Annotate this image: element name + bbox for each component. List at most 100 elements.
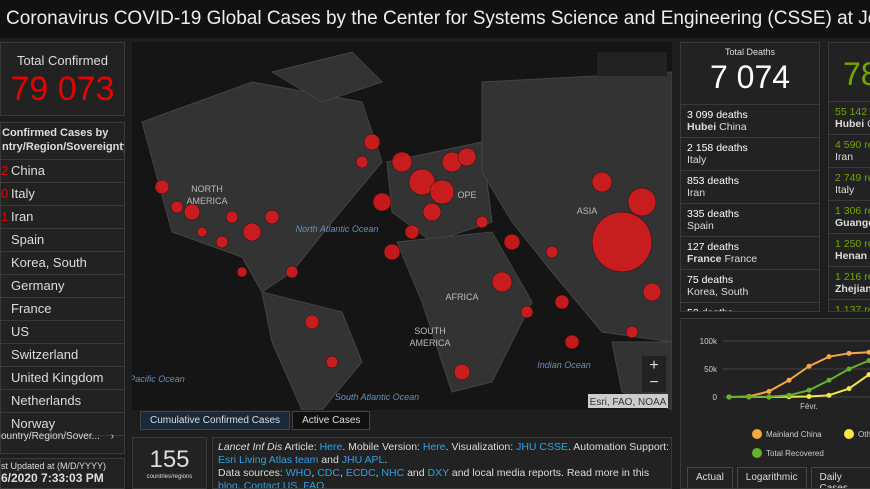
link[interactable]: JHU APL: [341, 454, 385, 466]
link[interactable]: NHC: [381, 467, 405, 479]
case-circle: [457, 147, 477, 167]
land: [141, 51, 672, 410]
location: Iran: [835, 151, 870, 163]
link[interactable]: CDC: [317, 467, 340, 479]
count: 335 deaths: [687, 208, 739, 220]
country-row[interactable]: United Kingdom: [1, 367, 124, 390]
country-row[interactable]: Netherlands: [1, 390, 124, 413]
list-subtitle: ntry/Region/Sovereignty: [1, 139, 124, 160]
row: 3 099 deaths Hubei China: [681, 105, 819, 138]
point: [846, 386, 852, 392]
count: 1: [1, 209, 9, 224]
map-labels: NORTH AMERICA North Atlantic Ocean OPE ASIA A…: [132, 184, 597, 402]
location-rest: Italy: [835, 184, 855, 196]
row: 1 250 reHenanC: [829, 234, 870, 267]
arrow[interactable]: ›: [110, 431, 115, 442]
zoom-out[interactable]: −: [649, 374, 658, 391]
country-row[interactable]: 0 Italy: [1, 183, 124, 206]
link[interactable]: Contact US: [243, 480, 298, 489]
country-row[interactable]: Switzerland: [1, 344, 124, 367]
count: 2 158 deaths: [687, 142, 748, 154]
legend-swatch: [752, 429, 762, 439]
case-circle: [554, 294, 570, 310]
point: [726, 394, 732, 400]
zoom-in[interactable]: +: [649, 357, 658, 374]
legend-label: Mainland China: [766, 430, 822, 439]
list-footer[interactable]: ountry/Region/Sover... ›: [1, 431, 114, 442]
map-tab[interactable]: Cumulative Confirmed Cases: [140, 411, 291, 430]
row: 1 137 reKorea, S: [829, 300, 870, 311]
location-bold: Zhejiang: [835, 283, 870, 295]
map-tab[interactable]: Active Cases: [292, 411, 371, 430]
last-updated: st Updated at (M/D/YYYY) 6/2020 7:33:03 …: [0, 458, 125, 489]
link[interactable]: Here: [422, 441, 446, 453]
country: France: [11, 301, 52, 316]
country-row[interactable]: Korea, South: [1, 252, 124, 275]
map[interactable]: NORTH AMERICA North Atlantic Ocean OPE ASIA A…: [132, 42, 672, 410]
country: US: [11, 324, 30, 339]
case-circle: [520, 305, 534, 319]
map-label: ASIA: [577, 206, 598, 216]
location: Italy: [835, 184, 870, 196]
chart-tab[interactable]: Logarithmic: [736, 467, 807, 488]
link[interactable]: JHU CSSE: [516, 441, 569, 453]
row: 55 142 rHubeiC: [829, 102, 870, 135]
attribution: Esri, FAO, NOAA: [590, 397, 667, 408]
location: Zhejiang: [835, 283, 870, 295]
chart-tab[interactable]: Daily Cases: [810, 467, 870, 488]
count: 75 deaths: [687, 274, 734, 286]
link[interactable]: Esri Living Atlas team: [218, 454, 319, 466]
zoom-in-btn[interactable]: [642, 356, 666, 376]
point: [806, 387, 812, 393]
case-circle: [215, 235, 229, 249]
chart: 0 50k 100k Févr. Mainland China Othe Total Rec…: [700, 337, 870, 458]
link[interactable]: blog: [218, 480, 238, 489]
link[interactable]: Here: [319, 441, 343, 453]
point: [846, 350, 852, 356]
country-row[interactable]: US: [1, 321, 124, 344]
info-line: Esri Living Atlas team and JHU APL.: [218, 454, 666, 467]
country: Norway: [11, 416, 56, 431]
country: Netherlands: [11, 393, 82, 408]
value: 155: [149, 446, 190, 473]
info-line: blog. Contact US. FAQ.: [218, 480, 666, 489]
point: [866, 358, 870, 364]
chart-tab[interactable]: Actual: [687, 467, 733, 488]
count: 55 142 r: [835, 106, 870, 118]
location: Iran: [687, 187, 813, 199]
map-tools[interactable]: [597, 52, 667, 76]
header: Coronavirus COVID-19 Global Cases by the…: [0, 0, 870, 38]
country-row[interactable]: France: [1, 298, 124, 321]
case-circle: [591, 211, 653, 273]
row: 853 deaths Iran: [681, 171, 819, 204]
country-row[interactable]: Spain: [1, 229, 124, 252]
country-row[interactable]: 1 Iran: [1, 206, 124, 229]
count: 1 250 re: [835, 238, 870, 250]
count: 0: [1, 186, 9, 201]
country-row[interactable]: Norway: [1, 413, 124, 436]
link[interactable]: ECDC: [345, 467, 376, 479]
country-row[interactable]: Germany: [1, 275, 124, 298]
attribution-bg: [588, 394, 668, 408]
location-rest: France: [724, 253, 758, 265]
count: 53 deaths: [687, 307, 813, 311]
zoom-out-btn[interactable]: [642, 372, 666, 392]
case-circle: [355, 155, 369, 169]
map-label: NORTH: [191, 184, 223, 194]
link[interactable]: DXY: [427, 467, 449, 479]
link[interactable]: WHO: [285, 467, 312, 479]
location-bold: Henan: [835, 250, 868, 262]
country-row[interactable]: 2 China: [1, 160, 124, 183]
value: 79 073: [10, 70, 115, 108]
link[interactable]: FAQ: [303, 480, 325, 489]
y-tick-label: 50k: [704, 365, 718, 374]
country: China: [11, 163, 45, 178]
location: Guangdo: [835, 217, 870, 229]
location: Spain: [687, 220, 813, 232]
value: 7 074: [709, 59, 791, 95]
map-label: South Atlantic Ocean: [335, 392, 419, 402]
text: Data sources:: [218, 467, 286, 479]
row: 2 749 re Italy: [829, 168, 870, 201]
case-circle: [491, 271, 513, 293]
legend-label: Othe: [858, 430, 870, 439]
